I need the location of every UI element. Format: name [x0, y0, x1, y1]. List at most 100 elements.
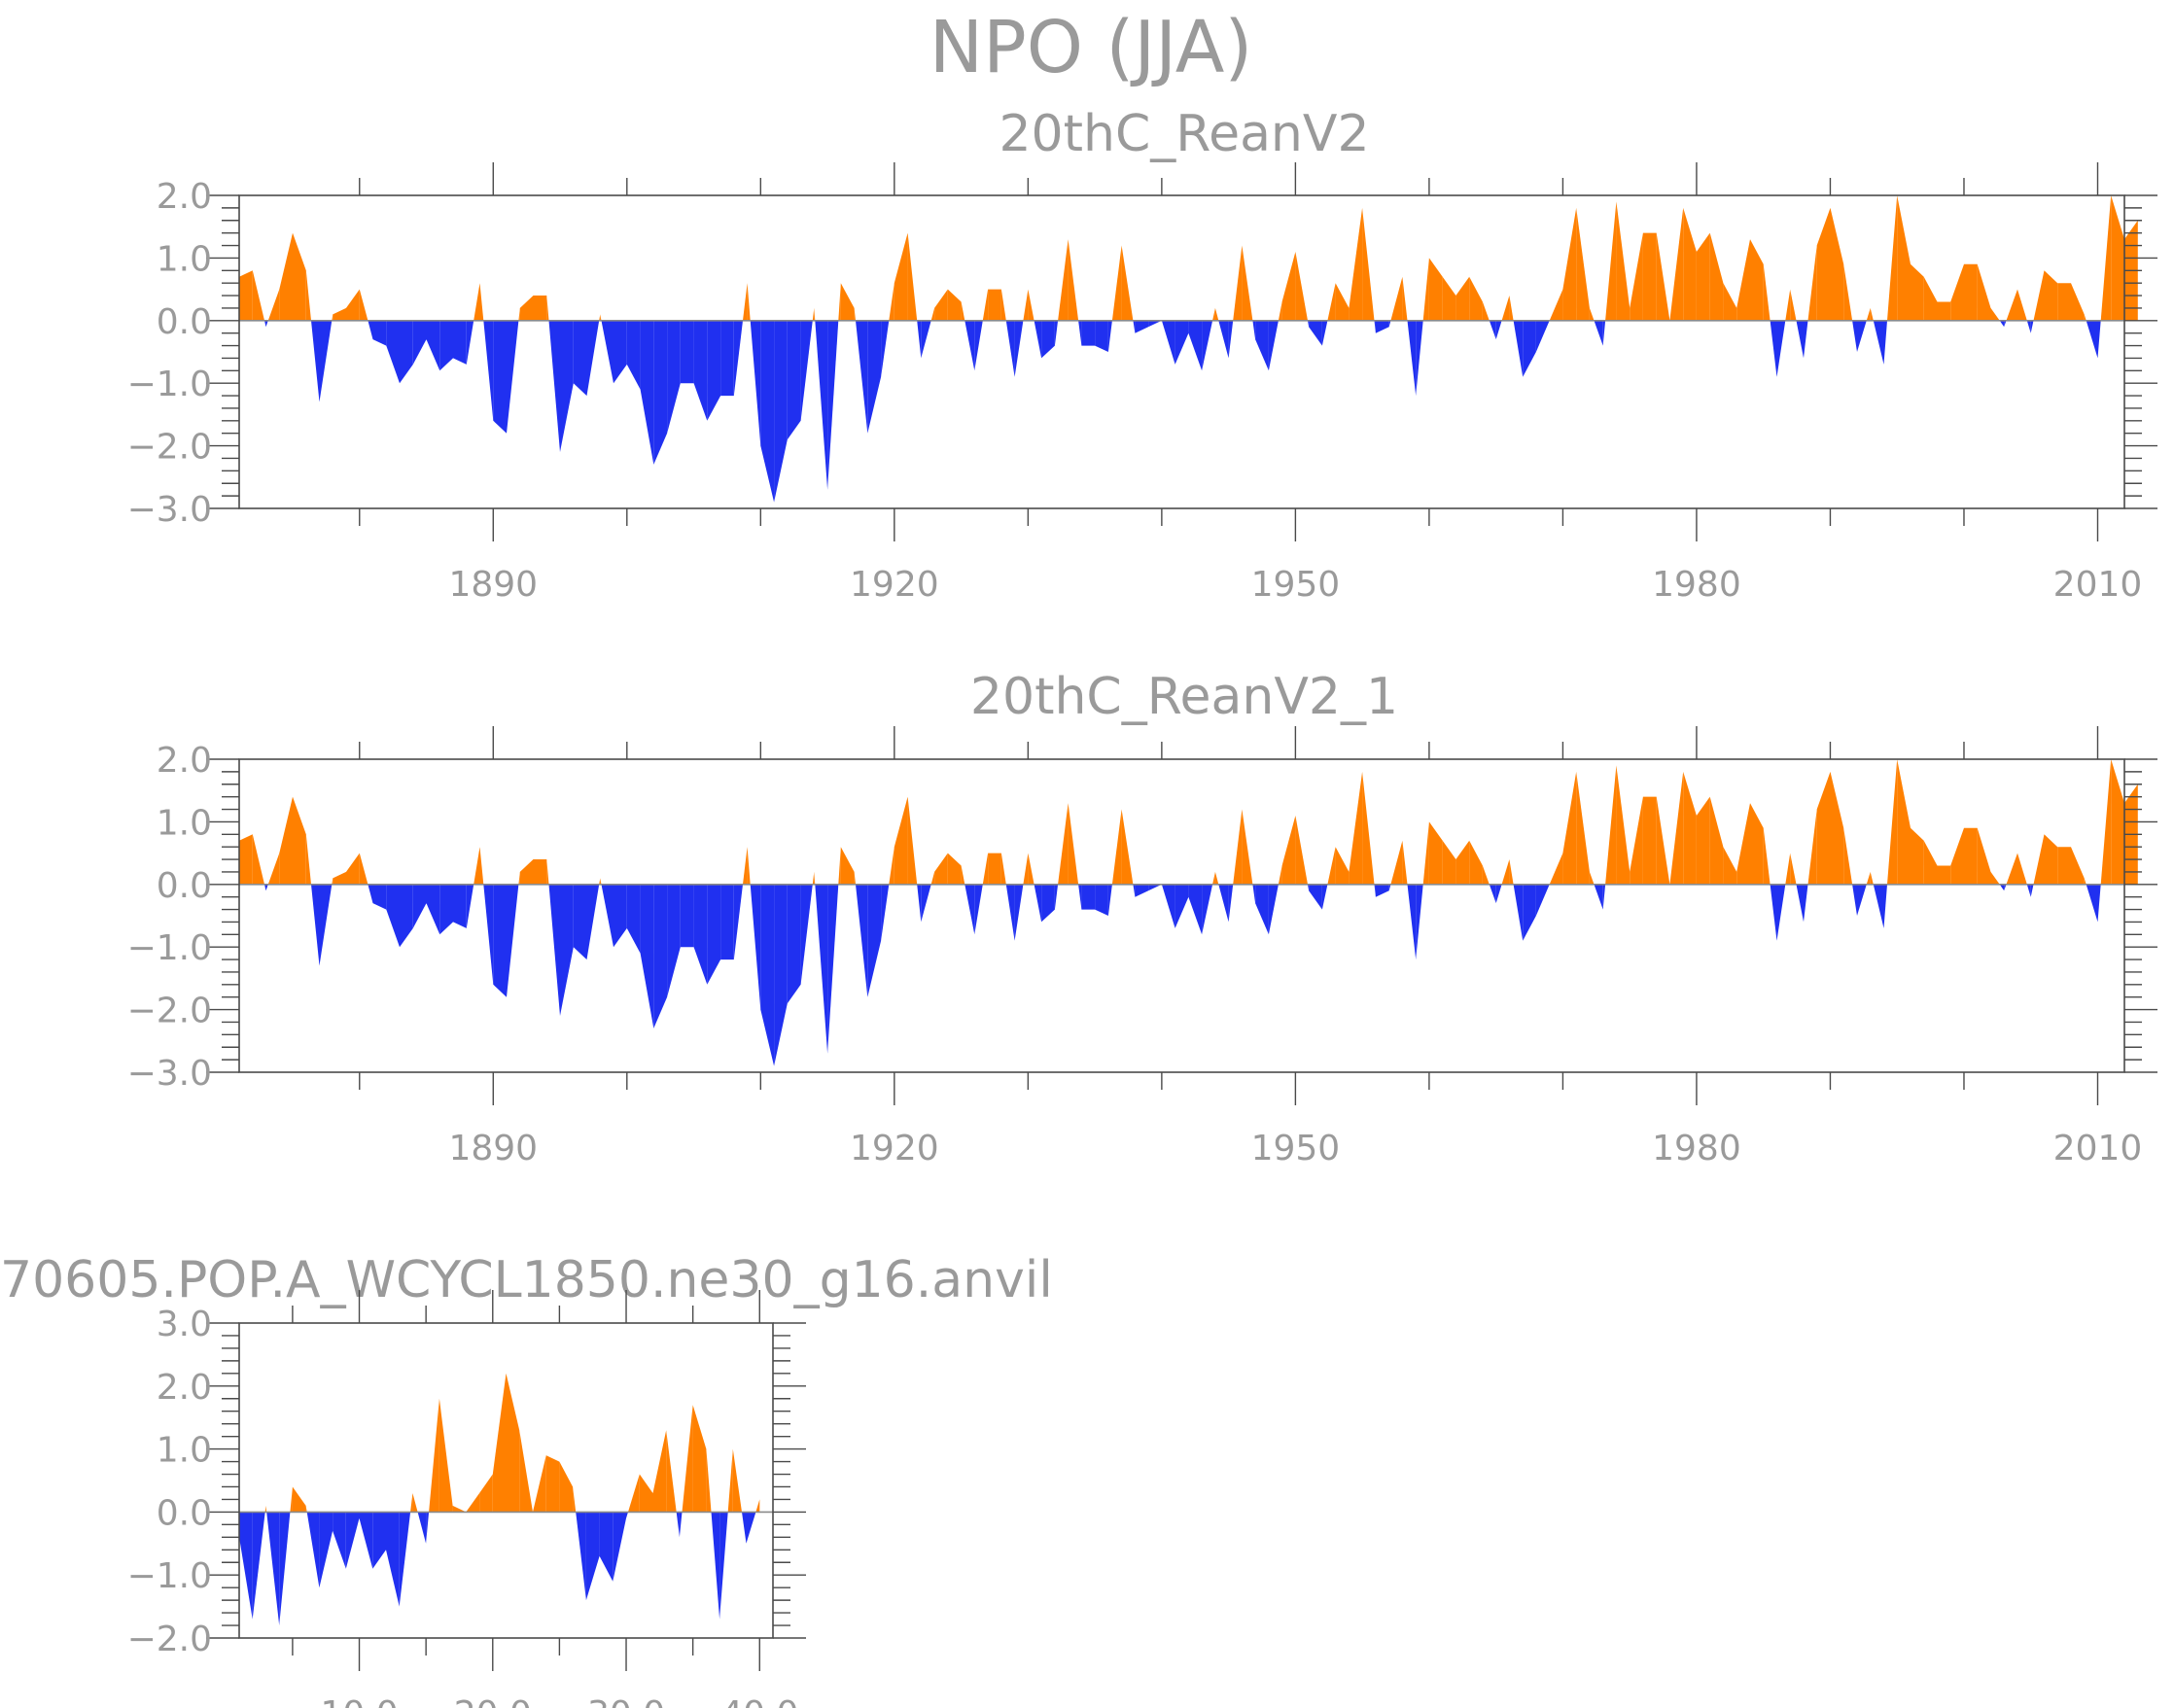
- positive-area-segment: [1709, 232, 1724, 321]
- negative-area-segment: [1148, 320, 1162, 328]
- positive-area-segment: [1790, 289, 1797, 321]
- positive-area-segment: [1736, 803, 1750, 885]
- negative-area-segment: [1852, 320, 1857, 352]
- positive-area-segment: [1977, 827, 1991, 885]
- positive-area-segment: [473, 847, 480, 885]
- positive-area-segment: [546, 859, 549, 885]
- positive-area-segment: [1937, 301, 1951, 321]
- x-tick-label: 1890: [448, 1129, 538, 1168]
- negative-area-segment: [359, 1512, 373, 1569]
- positive-area-segment: [1911, 827, 1924, 885]
- positive-area-segment: [346, 289, 360, 321]
- positive-area-segment: [519, 296, 534, 321]
- positive-area-segment: [1576, 771, 1590, 885]
- negative-area-segment: [974, 320, 983, 371]
- negative-area-segment: [653, 320, 668, 465]
- positive-area-segment: [600, 878, 602, 885]
- negative-area-segment: [1321, 884, 1328, 910]
- positive-area-segment: [706, 1448, 712, 1513]
- negative-area-segment: [800, 884, 813, 985]
- positive-area-segment: [1402, 276, 1408, 321]
- negative-area-segment: [2004, 884, 2007, 891]
- negative-area-segment: [1133, 884, 1136, 897]
- positive-area-segment: [1785, 289, 1791, 321]
- negative-area-segment: [493, 884, 507, 997]
- positive-area-segment: [1422, 821, 1429, 885]
- positive-area-segment: [982, 289, 989, 321]
- positive-area-segment: [1469, 840, 1483, 885]
- negative-area-segment: [720, 320, 734, 397]
- positive-area-segment: [1683, 207, 1697, 321]
- positive-area-segment: [1897, 759, 1911, 885]
- positive-area-segment: [293, 232, 306, 321]
- positive-area-segment: [1121, 245, 1134, 321]
- negative-area-segment: [1054, 884, 1059, 910]
- negative-area-segment: [733, 320, 743, 397]
- negative-area-segment: [974, 884, 983, 935]
- positive-area-segment: [1642, 232, 1657, 321]
- positive-area-segment: [2071, 283, 2085, 321]
- negative-area-segment: [1883, 884, 1887, 928]
- positive-area-segment: [1455, 840, 1470, 885]
- positive-area-segment: [1501, 296, 1510, 321]
- negative-area-segment: [1535, 884, 1550, 916]
- negative-area-segment: [264, 884, 266, 891]
- negative-area-segment: [386, 320, 400, 384]
- negative-area-segment: [601, 320, 614, 384]
- negative-area-segment: [372, 884, 387, 910]
- negative-area-segment: [1374, 320, 1376, 333]
- negative-area-segment: [1852, 884, 1857, 916]
- x-tick-label: 1920: [850, 1129, 939, 1168]
- y-tick-label: −2.0: [127, 428, 212, 468]
- negative-area-segment: [252, 1512, 265, 1620]
- positive-area-segment: [1509, 296, 1514, 321]
- positive-area-segment: [1501, 859, 1510, 885]
- positive-area-segment: [1327, 847, 1336, 885]
- positive-area-segment: [755, 1499, 760, 1513]
- positive-area-segment: [628, 1474, 640, 1513]
- positive-area-segment: [961, 865, 965, 885]
- positive-area-segment: [599, 314, 601, 321]
- positive-area-segment: [652, 1430, 667, 1513]
- positive-area-segment: [1000, 289, 1006, 321]
- negative-area-segment: [2030, 884, 2034, 897]
- negative-area-segment: [1175, 320, 1189, 365]
- positive-area-segment: [1923, 276, 1938, 321]
- negative-area-segment: [1489, 884, 1496, 904]
- positive-area-segment: [1723, 847, 1737, 885]
- x-tick-label: 1950: [1251, 565, 1341, 605]
- positive-area-segment: [1605, 201, 1617, 321]
- negative-area-segment: [265, 884, 268, 891]
- negative-area-segment: [1202, 320, 1213, 371]
- positive-area-segment: [533, 1455, 546, 1513]
- y-tick-label: 0.0: [157, 1493, 212, 1533]
- negative-area-segment: [1014, 320, 1024, 377]
- positive-area-segment: [279, 796, 293, 885]
- negative-area-segment: [1416, 320, 1423, 397]
- positive-area-segment: [452, 1505, 467, 1513]
- y-tick-label: 1.0: [157, 803, 212, 843]
- negative-area-segment: [386, 884, 400, 948]
- negative-area-segment: [750, 884, 761, 1010]
- positive-area-segment: [1111, 809, 1122, 885]
- panel-title: 20thC_ReanV2: [999, 105, 1369, 163]
- positive-area-segment: [1028, 853, 1034, 885]
- x-tick-label: 40.0: [720, 1694, 798, 1708]
- negative-area-segment: [426, 1512, 430, 1544]
- negative-area-segment: [1857, 320, 1867, 352]
- plot-frame: [238, 194, 2125, 509]
- positive-area-segment: [1950, 827, 1964, 885]
- positive-area-segment: [1990, 871, 2000, 885]
- negative-area-segment: [453, 884, 467, 928]
- y-tick-label: 0.0: [157, 866, 212, 906]
- negative-area-segment: [1255, 884, 1269, 935]
- positive-area-segment: [239, 270, 253, 321]
- negative-area-segment: [667, 320, 681, 434]
- negative-area-segment: [573, 884, 587, 960]
- negative-area-segment: [372, 320, 387, 346]
- negative-area-segment: [921, 320, 931, 359]
- positive-area-segment: [727, 1448, 733, 1513]
- positive-area-segment: [1866, 307, 1871, 321]
- positive-area-segment: [2044, 270, 2058, 321]
- negative-area-segment: [333, 1512, 346, 1569]
